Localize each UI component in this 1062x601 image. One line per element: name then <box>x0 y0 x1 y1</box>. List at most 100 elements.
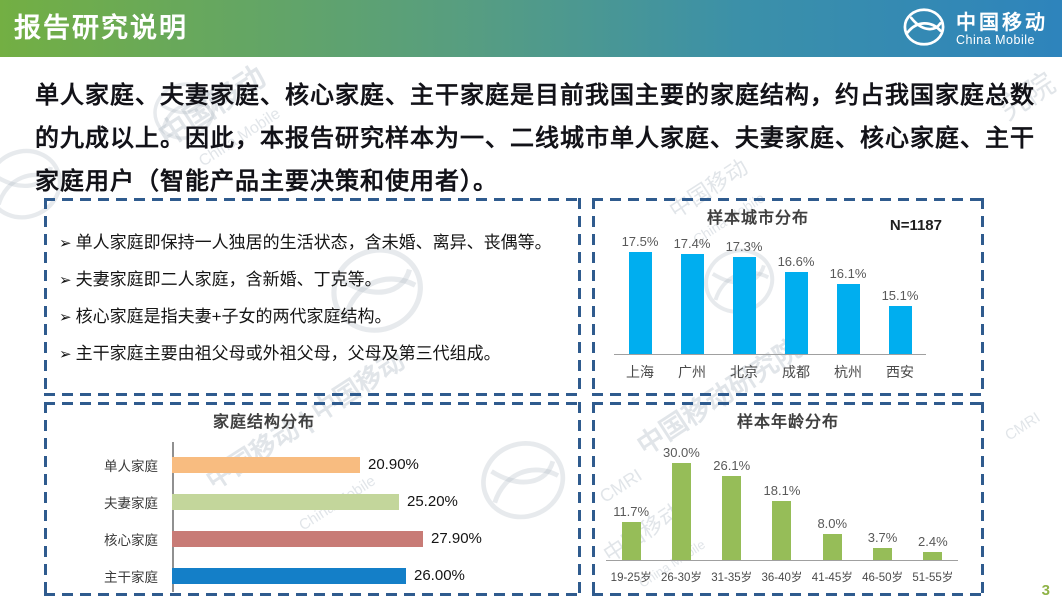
bar-value-label: 17.5% <box>621 234 659 249</box>
bar-column: 8.0% <box>807 463 857 560</box>
bar-row: 核心家庭 27.90% <box>58 520 573 557</box>
bar <box>772 501 792 560</box>
bar-column: 17.4% <box>666 236 718 354</box>
bar <box>628 252 652 354</box>
definition-text: 单人家庭即保持一人独居的生活状态，含未婚、离异、丧偶等。 <box>75 233 552 252</box>
bar-value-label: 2.4% <box>918 534 948 549</box>
city-bar-chart: 17.5% 17.4% 17.3% 16.6% 16.1% 15.1% <box>614 234 926 355</box>
list-item: ➢ 夫妻家庭即二人家庭，含新婚、丁克等。 <box>59 261 575 298</box>
age-bar-chart: 11.7% 30.0% 26.1% 18.1% 8.0% 3.7% 2.4% <box>606 445 958 561</box>
y-axis-line <box>172 442 174 592</box>
bar-column: 16.6% <box>770 252 822 354</box>
arrow-bullet-icon: ➢ <box>59 272 72 289</box>
arrow-bullet-icon: ➢ <box>59 309 72 326</box>
bar <box>172 456 360 473</box>
bar-value-label: 15.1% <box>881 288 919 303</box>
bar <box>172 493 399 510</box>
axis-category-label: 26-30岁 <box>660 572 702 584</box>
axis-category-label: 单人家庭 <box>104 458 158 474</box>
axis-category-label: 51-55岁 <box>912 572 954 584</box>
bar <box>888 306 912 354</box>
china-mobile-logo: 中国移动 China Mobile <box>901 7 1048 52</box>
definition-text: 夫妻家庭即二人家庭，含新婚、丁克等。 <box>75 270 382 289</box>
list-item: ➢ 核心家庭是指夫妻+子女的两代家庭结构。 <box>59 298 575 335</box>
bar-value-label: 30.0% <box>662 445 700 460</box>
bar <box>822 534 842 560</box>
city-axis-labels: 上海 广州 北京 成都 杭州 西安 <box>614 362 926 382</box>
bar-column: 17.3% <box>718 239 770 354</box>
bar <box>671 463 691 560</box>
axis-category-label: 36-40岁 <box>761 572 803 584</box>
definition-text: 主干家庭主要由祖父母或外祖父母，父母及第三代组成。 <box>75 344 501 363</box>
list-item: ➢ 单人家庭即保持一人独居的生活状态，含未婚、离异、丧偶等。 <box>59 224 575 261</box>
bar-column: 18.1% <box>757 463 807 560</box>
bar <box>923 552 943 560</box>
bar-value-label: 17.3% <box>725 239 763 254</box>
bar-value-label: 18.1% <box>763 483 801 498</box>
intro-line: 单人家庭、夫妻家庭、核心家庭、主干家庭是目前我国主要的家庭结构，约占我国家庭总数 <box>35 82 1035 109</box>
bar-value-label: 20.90% <box>368 456 419 473</box>
bar-column: 2.4% <box>908 463 958 560</box>
axis-category-label: 上海 <box>626 364 654 380</box>
bar <box>836 284 860 354</box>
bar <box>172 530 423 547</box>
bar-column: 15.1% <box>874 252 926 354</box>
bar <box>784 272 808 354</box>
intro-line: 的九成以上。因此，本报告研究样本为一、二线城市单人家庭、夫妻家庭、核心家庭、主干 <box>35 125 1035 152</box>
definition-text: 核心家庭是指夫妻+子女的两代家庭结构。 <box>75 307 392 326</box>
bar-column: 11.7% <box>606 463 656 560</box>
bar <box>873 548 893 560</box>
axis-category-label: 31-35岁 <box>711 572 753 584</box>
watermark-text: CMRI <box>1002 409 1044 445</box>
age-axis-labels: 19-25岁 26-30岁 31-35岁 36-40岁 41-45岁 46-50岁 51-5… <box>606 569 958 585</box>
axis-category-label: 41-45岁 <box>811 572 853 584</box>
list-item: ➢ 主干家庭主要由祖父母或外祖父母，父母及第三代组成。 <box>59 335 575 372</box>
bar-row: 主干家庭 26.00% <box>58 557 573 594</box>
slide-header: 报告研究说明 中国移动 China Mobile <box>0 0 1062 57</box>
axis-category-label: 46-50岁 <box>862 572 903 584</box>
bar-column: 17.5% <box>614 234 666 354</box>
bar-value-label: 16.1% <box>829 266 867 281</box>
china-mobile-swirl-icon <box>901 7 947 52</box>
panel-city-chart: 样本城市分布 N=1187 17.5% 17.4% 17.3% 16.6% 16.1% 1… <box>592 198 984 396</box>
arrow-bullet-icon: ➢ <box>59 346 72 363</box>
panel-age-chart: 样本年龄分布 11.7% 30.0% 26.1% 18.1% 8.0% 3.7% 2.4% … <box>592 402 984 596</box>
page-number: 3 <box>1041 582 1050 599</box>
chart-title: 样本城市分布 <box>706 210 809 227</box>
bar-value-label: 16.6% <box>777 254 815 269</box>
bar-value-label: 17.4% <box>673 236 711 251</box>
bar <box>172 567 406 584</box>
intro-paragraph: 单人家庭、夫妻家庭、核心家庭、主干家庭是目前我国主要的家庭结构，约占我国家庭总数… <box>35 74 1040 203</box>
axis-category-label: 北京 <box>730 364 758 380</box>
axis-category-label: 广州 <box>678 364 706 380</box>
arrow-bullet-icon: ➢ <box>59 235 72 252</box>
bar-column: 16.1% <box>822 252 874 354</box>
family-structure-bar-chart: 单人家庭 20.90% 夫妻家庭 25.20% 核心家庭 27.90% 主干家庭 26.00% <box>58 446 573 594</box>
logo-text-en: China Mobile <box>956 32 1035 47</box>
logo-text: 中国移动 China Mobile <box>956 12 1048 48</box>
chart-title: 样本年龄分布 <box>736 414 839 431</box>
bar-value-label: 26.1% <box>713 458 751 473</box>
bar-value-label: 25.20% <box>407 493 458 510</box>
bar-column: 30.0% <box>656 445 706 560</box>
chart-title: 家庭结构分布 <box>212 414 315 431</box>
bar <box>680 254 704 354</box>
bar-value-label: 26.00% <box>414 567 465 584</box>
bar-value-label: 8.0% <box>817 516 848 531</box>
logo-text-zh: 中国移动 <box>956 11 1048 34</box>
bar-value-label: 11.7% <box>613 504 650 519</box>
bar <box>722 476 742 560</box>
axis-category-label: 西安 <box>886 364 914 380</box>
bar-row: 夫妻家庭 25.20% <box>58 483 573 520</box>
bar-value-label: 27.90% <box>431 530 482 547</box>
axis-category-label: 19-25岁 <box>610 572 652 584</box>
bar-column: 26.1% <box>707 458 757 560</box>
axis-category-label: 成都 <box>782 364 810 380</box>
bar <box>621 522 641 560</box>
intro-line: 家庭用户（智能产品主要决策和使用者）。 <box>35 168 498 195</box>
panel-family-definitions: ➢ 单人家庭即保持一人独居的生活状态，含未婚、离异、丧偶等。 ➢ 夫妻家庭即二人家庭… <box>44 198 581 396</box>
bar-row: 单人家庭 20.90% <box>58 446 573 483</box>
sample-size-note: N=1187 <box>889 217 942 234</box>
bar-value-label: 3.7% <box>867 530 898 545</box>
